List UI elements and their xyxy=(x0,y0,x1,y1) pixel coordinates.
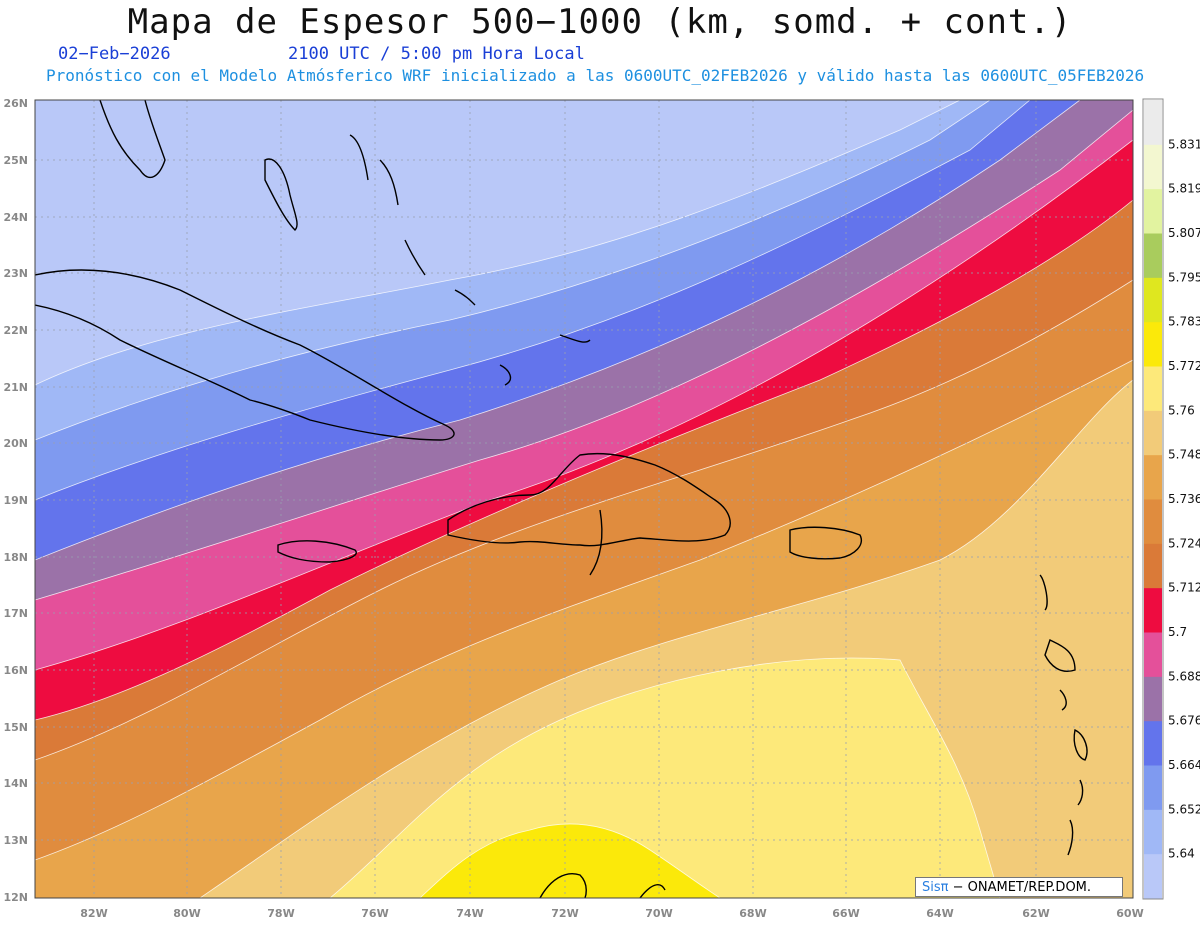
coastlines xyxy=(35,100,1088,898)
lat-label: 20N xyxy=(3,437,28,450)
legend-level-label: 5.748 xyxy=(1168,448,1200,462)
legend-swatch xyxy=(1144,188,1162,234)
legend-swatch xyxy=(1144,144,1162,190)
map-frame xyxy=(34,99,1134,899)
legend-level-label: 5.807 xyxy=(1168,226,1200,240)
lon-label: 82W xyxy=(80,907,107,920)
legend-level-label: 5.676 xyxy=(1168,714,1200,728)
forecast-date: 02−Feb−2026 xyxy=(58,44,171,64)
legend-swatch xyxy=(1144,454,1162,500)
lon-label: 74W xyxy=(456,907,483,920)
legend-swatch xyxy=(1144,632,1162,677)
color-legend: 5.831 5.819 5.807 5.795 5.783 5.772 5.76 5.748 5… xyxy=(1142,98,1200,900)
legend-swatch xyxy=(1144,853,1162,899)
legend-swatch xyxy=(1144,233,1162,278)
legend-frame xyxy=(1142,98,1164,900)
legend-swatch xyxy=(1144,366,1162,411)
lon-labels: 82W 80W 78W 76W 74W 72W 70W 68W 66W 64W … xyxy=(80,907,1143,920)
legend-swatch xyxy=(1144,809,1162,855)
credit-badge: Sisπ − ONAMET/REP.DOM. xyxy=(915,877,1123,897)
lon-label: 60W xyxy=(1116,907,1143,920)
lat-label: 13N xyxy=(3,834,28,847)
grid-lines xyxy=(35,100,1133,898)
map-title: Mapa de Espesor 500−1000 (km, somd. + co… xyxy=(127,2,1073,42)
lat-label: 26N xyxy=(3,97,28,110)
lon-label: 80W xyxy=(173,907,200,920)
lat-label: 22N xyxy=(3,324,28,337)
legend-level-label: 5.831 xyxy=(1168,137,1200,151)
lon-label: 64W xyxy=(926,907,953,920)
lat-label: 14N xyxy=(3,777,28,790)
legend-level-label: 5.712 xyxy=(1168,581,1200,595)
lat-label: 12N xyxy=(3,891,28,904)
sispi-logo: Sisπ xyxy=(922,880,949,895)
lat-label: 15N xyxy=(3,721,28,734)
legend-level-label: 5.664 xyxy=(1168,758,1200,772)
lon-label: 70W xyxy=(645,907,672,920)
lon-label: 66W xyxy=(832,907,859,920)
band-11 xyxy=(330,658,1000,898)
lat-label: 16N xyxy=(3,664,28,677)
lon-label: 72W xyxy=(551,907,578,920)
contour-lines xyxy=(35,100,1133,898)
lat-label: 17N xyxy=(3,607,28,620)
lat-label: 23N xyxy=(3,267,28,280)
lon-label: 68W xyxy=(739,907,766,920)
legend-level-label: 5.819 xyxy=(1168,182,1200,196)
legend-swatch xyxy=(1144,720,1162,766)
lon-label: 76W xyxy=(361,907,388,920)
legend-swatch xyxy=(1144,410,1162,456)
legend-swatch xyxy=(1144,499,1162,544)
lon-label: 62W xyxy=(1022,907,1049,920)
legend-level-label: 5.76 xyxy=(1168,403,1195,417)
legend-level-label: 5.652 xyxy=(1168,802,1200,816)
legend-swatch xyxy=(1144,543,1162,589)
lat-labels: 26N 25N 24N 23N 22N 21N 20N 19N 18N 17N … xyxy=(3,97,28,904)
legend-level-label: 5.724 xyxy=(1168,536,1200,550)
legend-swatch xyxy=(1144,587,1162,633)
legend-swatch xyxy=(1144,277,1162,323)
forecast-time: 2100 UTC / 5:00 pm Hora Local xyxy=(288,44,585,64)
legend-level-label: 5.783 xyxy=(1168,315,1200,329)
lon-label: 78W xyxy=(267,907,294,920)
legend-level-label: 5.772 xyxy=(1168,359,1200,373)
lat-label: 19N xyxy=(3,494,28,507)
band-12 xyxy=(420,823,720,898)
lat-label: 25N xyxy=(3,154,28,167)
legend-level-label: 5.64 xyxy=(1168,847,1195,861)
legend-level-label: 5.688 xyxy=(1168,669,1200,683)
legend-level-label: 5.795 xyxy=(1168,270,1200,284)
model-info: Pronóstico con el Modelo Atmósferico WRF… xyxy=(46,66,1145,85)
legend-swatch xyxy=(1144,676,1162,722)
legend-level-label: 5.7 xyxy=(1168,625,1187,639)
lat-label: 24N xyxy=(3,211,28,224)
lat-label: 18N xyxy=(3,551,28,564)
legend-swatch xyxy=(1144,321,1162,367)
lat-label: 21N xyxy=(3,381,28,394)
legend-swatch xyxy=(1144,765,1162,810)
legend-swatch xyxy=(1144,100,1162,145)
map-area xyxy=(35,100,1133,898)
credit-text: − ONAMET/REP.DOM. xyxy=(952,880,1092,895)
legend-level-label: 5.736 xyxy=(1168,492,1200,506)
